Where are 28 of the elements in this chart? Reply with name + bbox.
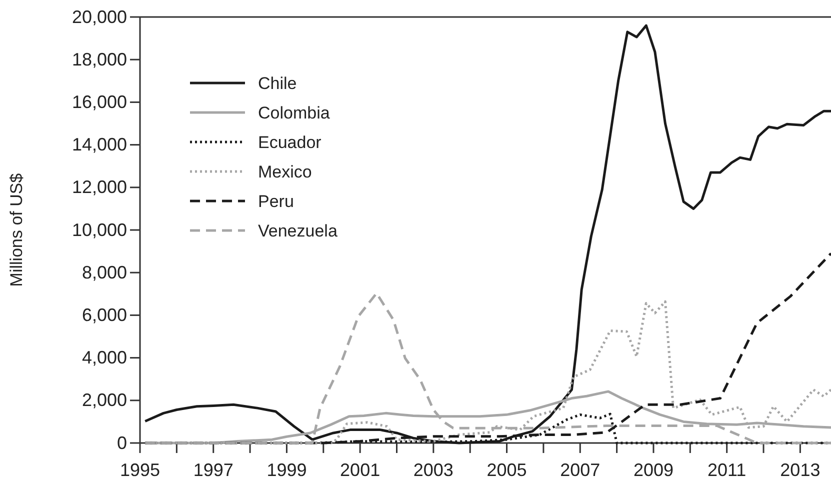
legend-label: Mexico xyxy=(258,162,312,182)
y-tick-label: 6,000 xyxy=(82,304,127,325)
x-tick-label: 2009 xyxy=(633,460,674,480)
x-tick-label: 1999 xyxy=(266,460,307,480)
x-tick-label: 1997 xyxy=(193,460,234,480)
y-tick-label: 16,000 xyxy=(72,92,127,112)
legend-label: Venezuela xyxy=(258,221,338,240)
y-axis-title: Millions of US$ xyxy=(7,172,26,287)
x-tick-label: 1995 xyxy=(120,460,160,480)
x-tick-label: 2001 xyxy=(340,460,380,480)
y-tick-label: 4,000 xyxy=(82,348,127,368)
legend-label: Chile xyxy=(258,74,297,93)
y-tick-label: 8,000 xyxy=(82,262,127,282)
x-tick-label: 2005 xyxy=(486,460,527,480)
x-tick-label: 2007 xyxy=(560,460,600,480)
y-tick-label: 18,000 xyxy=(72,49,127,70)
y-tick-label: 2,000 xyxy=(82,390,127,410)
legend-label: Peru xyxy=(258,192,294,211)
y-tick-label: 0 xyxy=(116,432,127,453)
y-tick-label: 14,000 xyxy=(72,134,127,155)
x-tick-label: 2011 xyxy=(707,460,746,480)
y-tick-label: 12,000 xyxy=(72,177,127,198)
x-tick-label: 2013 xyxy=(780,460,820,480)
legend-label: Ecuador xyxy=(258,132,322,152)
legend-label: Colombia xyxy=(258,103,330,122)
y-tick-label: 10,000 xyxy=(72,220,127,240)
y-tick-label: 20,000 xyxy=(72,6,127,27)
x-tick-label: 2003 xyxy=(413,460,454,480)
